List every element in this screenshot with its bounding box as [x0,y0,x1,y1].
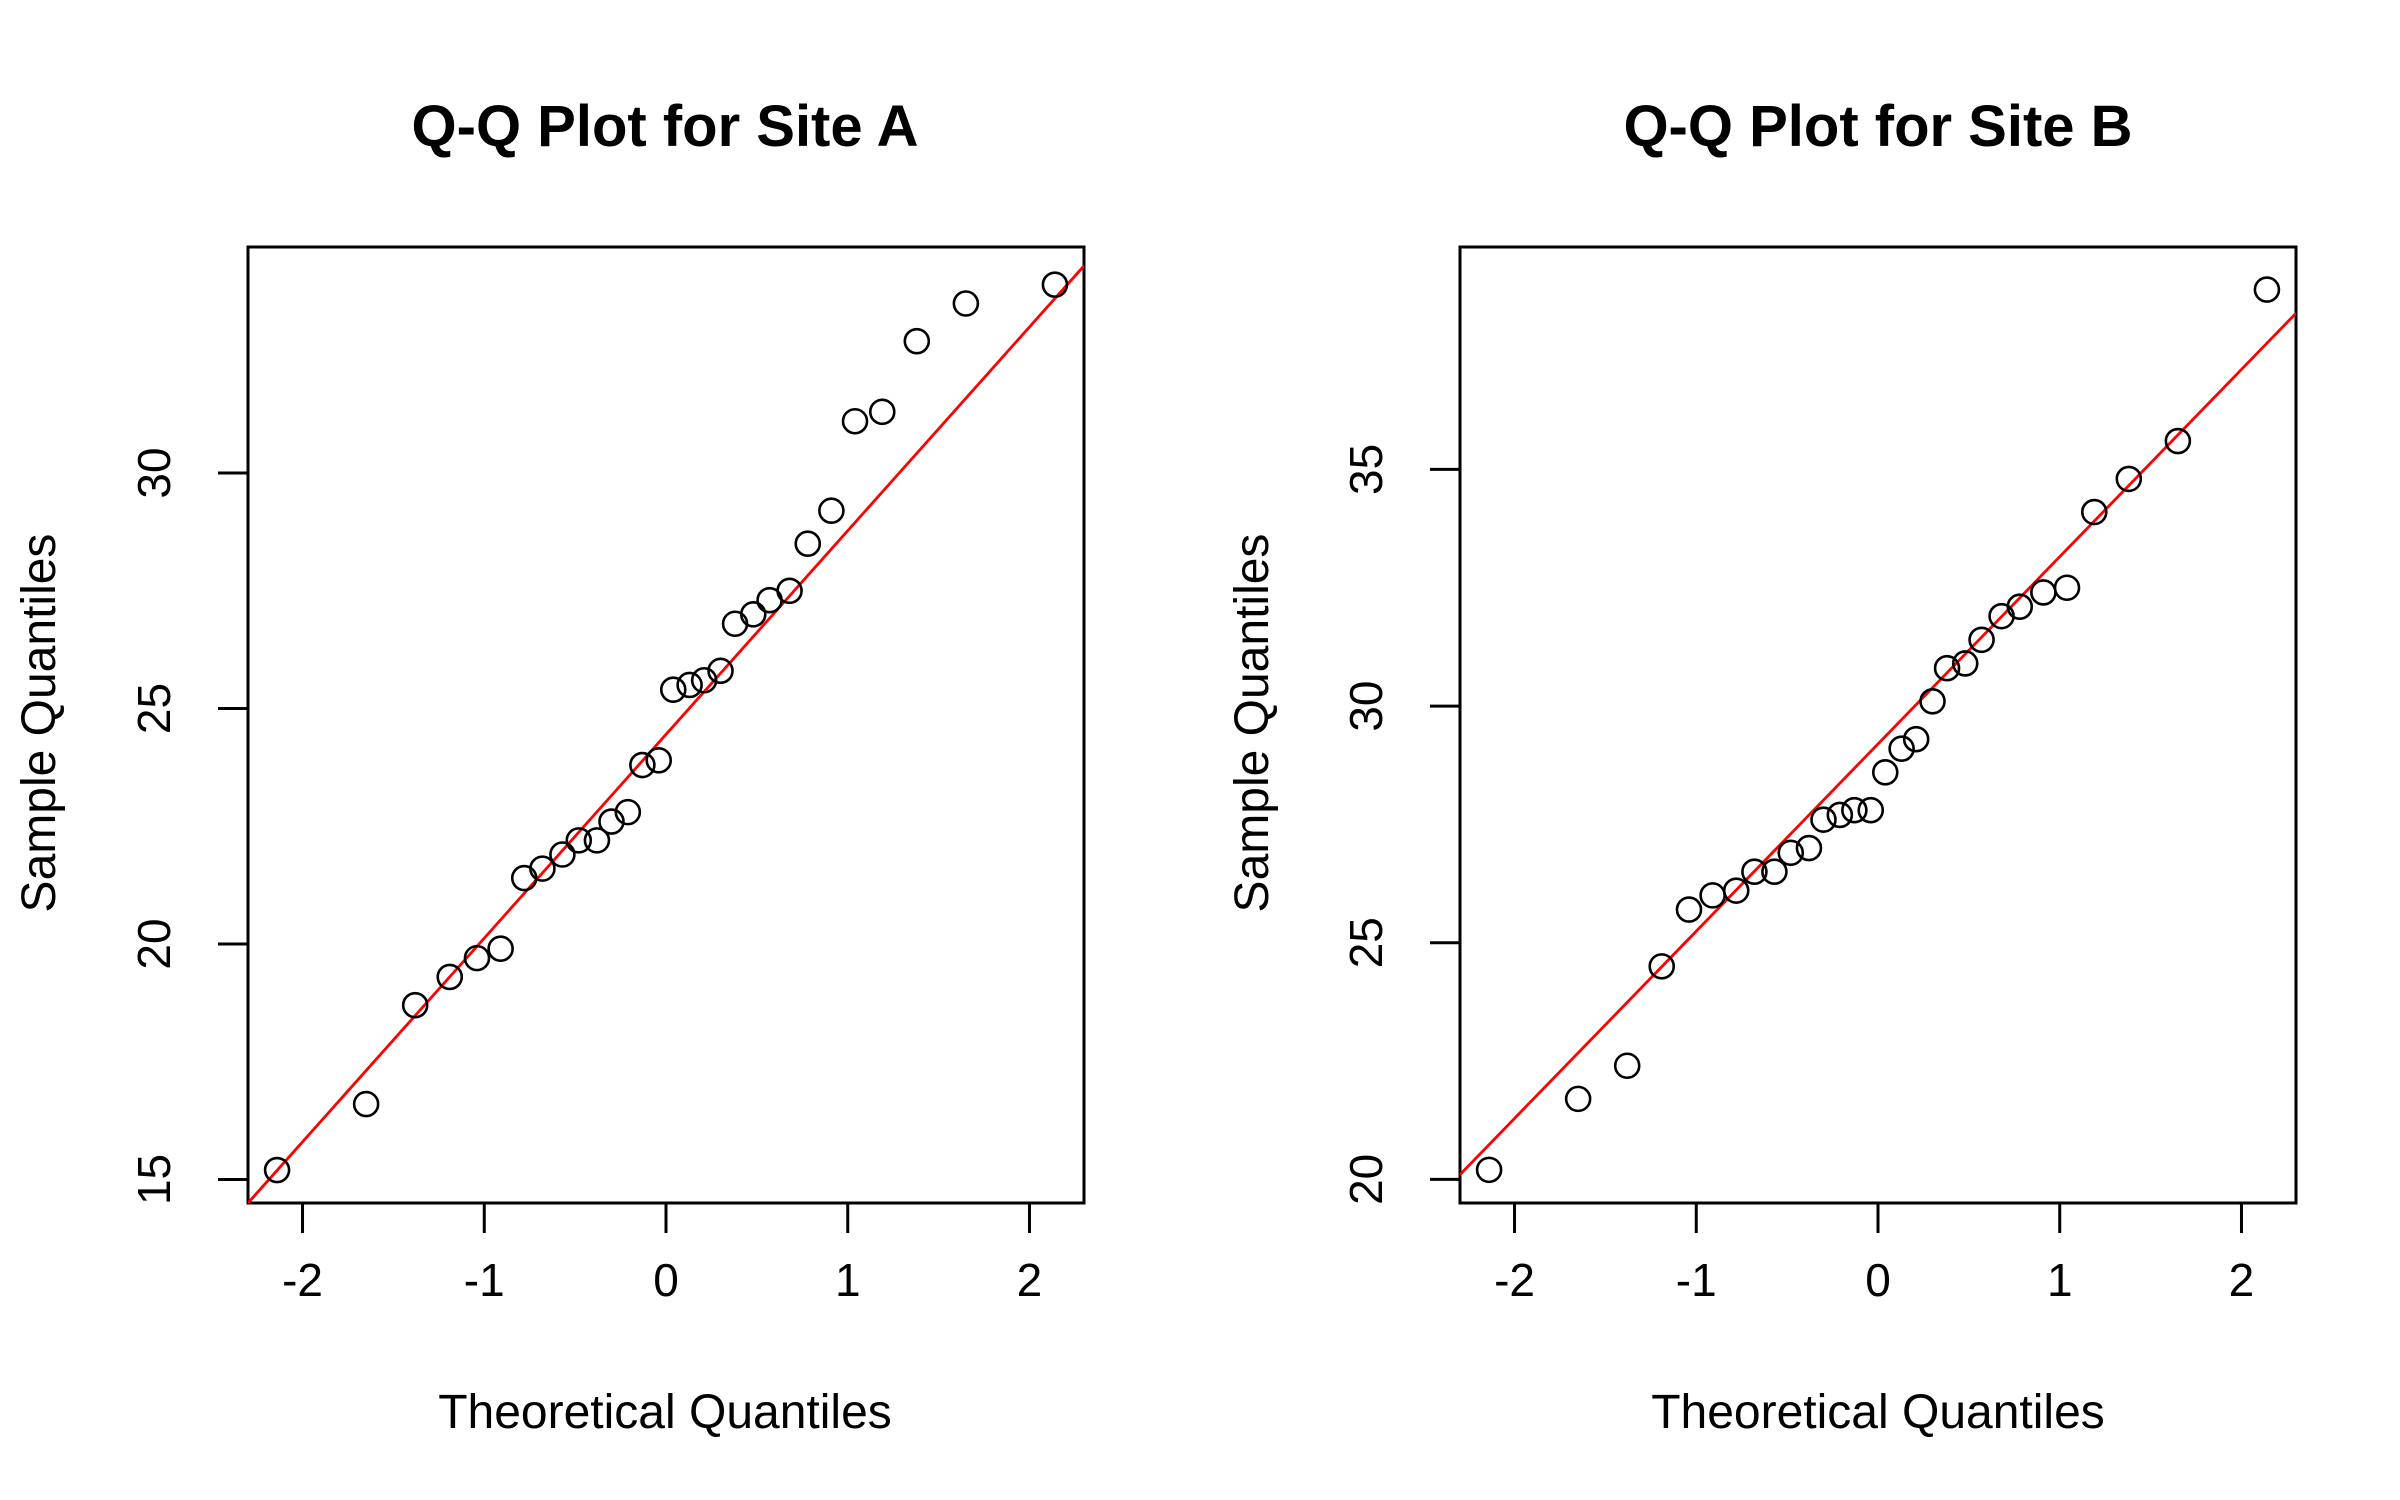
data-point [1841,796,1868,824]
x-axis-label: Theoretical Quantiles [438,1386,892,1439]
data-point [1933,654,1961,682]
data-point [614,798,642,826]
data-point [1613,1052,1641,1080]
x-tick-label: -2 [282,1254,323,1306]
data-point [436,963,464,991]
data-point [598,808,625,835]
data-point [1722,877,1750,904]
y-axis-label: Sample Quantiles [1226,534,1279,913]
data-point [565,827,593,854]
data-point [2253,276,2281,303]
data-point [818,497,845,525]
data-point [1741,858,1768,886]
y-tick-label: 35 [1340,444,1392,495]
data-point [676,671,703,699]
y-tick-label: 30 [128,447,180,498]
data-point [401,991,429,1019]
x-tick-label: 1 [835,1254,861,1306]
y-tick-label: 25 [1340,917,1392,968]
sample-points [263,271,1069,1184]
y-tick-label: 15 [128,1154,180,1205]
data-point [1919,688,1946,715]
y-axis-label: Sample Quantiles [13,534,66,913]
data-point [794,530,822,557]
data-point [529,855,556,882]
qq-reference-line [1460,312,2296,1176]
data-point [707,657,734,685]
data-point [1675,896,1703,923]
data-point [629,751,656,779]
x-tick-label: 2 [1017,1254,1043,1306]
data-point [352,1090,380,1118]
y-axis-ticks: 15 20 25 30 [128,447,248,1205]
data-point [868,398,896,426]
x-axis-ticks: -2 -1 0 1 2 [282,1203,1042,1306]
y-tick-label: 25 [128,683,180,734]
x-tick-label: -1 [464,1254,505,1306]
data-point [1968,626,1995,654]
y-tick-label: 20 [1340,1154,1392,1205]
data-point [583,827,611,854]
data-point [1041,271,1069,298]
data-point [776,577,803,605]
y-axis-ticks: 20 25 30 35 [1340,444,1460,1205]
data-point [1810,806,1837,833]
x-tick-label: -2 [1494,1254,1535,1306]
data-point [1888,735,1915,762]
x-tick-label: 0 [653,1254,679,1306]
data-point [645,747,673,774]
data-point [1761,858,1788,886]
data-point [1795,834,1823,862]
y-tick-label: 30 [1340,680,1392,731]
reference-line-group [1460,312,2296,1176]
data-point [2053,574,2081,602]
qq-reference-line [248,264,1084,1203]
data-point [463,944,491,972]
data-point [659,676,687,703]
x-tick-label: 1 [2047,1254,2073,1306]
data-point [1475,1156,1503,1184]
chart-title: Q-Q Plot for Site A [412,94,919,159]
data-point [952,290,980,317]
y-tick-label: 20 [128,918,180,969]
data-point [1902,725,1930,753]
data-point [2006,593,2034,620]
data-point [690,666,718,694]
sample-points [1475,276,2281,1184]
x-tick-label: 0 [1865,1254,1891,1306]
data-point [549,841,576,868]
data-point [487,935,514,962]
reference-line-group [248,264,1084,1203]
data-point [1857,796,1885,824]
panel-site-b: Q-Q Plot for Site B Theoretical Quantile… [1226,94,2298,1439]
data-point [263,1156,291,1184]
x-tick-label: -1 [1676,1254,1717,1306]
data-point [903,327,931,355]
data-point [1826,801,1854,829]
chart-title: Q-Q Plot for Site B [1623,94,2132,159]
data-point [739,601,767,628]
data-point [1648,953,1676,980]
x-axis-label: Theoretical Quantiles [1651,1386,2105,1439]
x-tick-label: 2 [2229,1254,2255,1306]
data-point [1777,839,1805,867]
data-point [2080,498,2108,526]
data-point [1564,1085,1592,1113]
data-point [841,407,869,435]
data-point [1951,650,1979,677]
panel-site-a: Q-Q Plot for Site A Theoretical Quantile… [13,94,1086,1439]
data-point [2115,465,2143,493]
x-axis-ticks: -2 -1 0 1 2 [1494,1203,2254,1306]
data-point [2164,427,2192,455]
data-point [1871,759,1899,786]
